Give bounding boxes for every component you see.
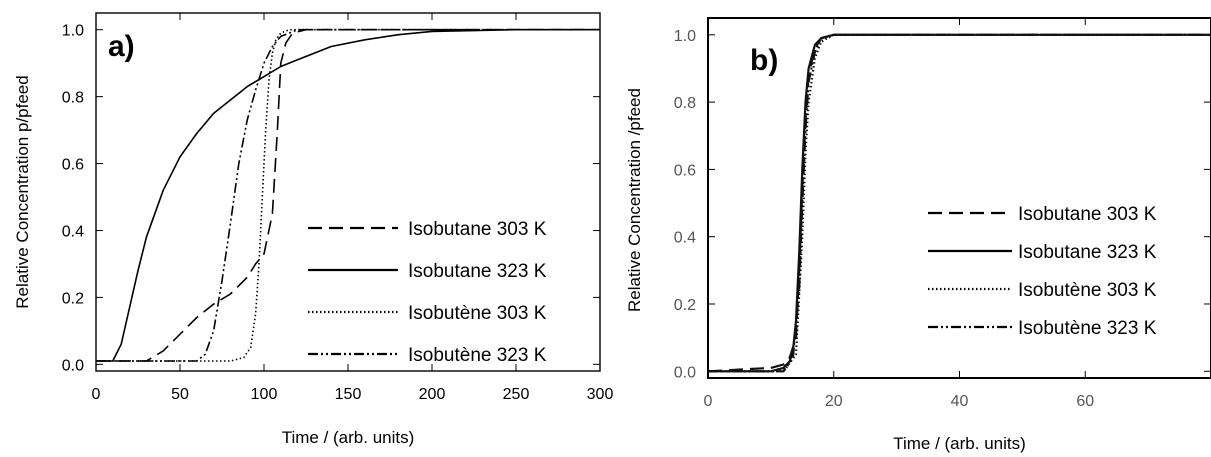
y-tick-label: 0.6 [674,162,696,179]
y-tick-label: 0.2 [62,290,84,307]
legend-label-3: Isobutène 303 K [408,303,547,324]
x-axis-label: Time / (arb. units) [893,434,1026,453]
y-tick-label: 0.0 [674,364,696,381]
y-tick-label: 1.0 [674,28,696,45]
x-tick-label: 20 [825,393,843,410]
x-tick-label: 250 [503,386,530,403]
chart-panel-b: 0 20 40 60 0.0 0.2 0.4 0.6 0.8 1.0 Time / (arb. un… [625,17,1211,453]
y-tick-label: 0.0 [62,357,84,374]
y-tick-label: 0.8 [674,95,696,112]
legend-label-1: Isobutane 303 K [1018,204,1157,225]
x-tick-label: 100 [251,386,278,403]
series-line-4 [708,33,1211,373]
y-axis-label: Relative Concentration /pfeed [625,88,644,312]
x-tick-label: 0 [92,386,101,403]
chart-panel-a: 0 50 100 150 200 250 300 0.0 0.2 0.4 0.6 0.8 1.0 Time… [13,12,614,447]
y-tick-label: 0.4 [674,230,696,247]
legend-label-1: Isobutane 303 K [408,219,547,240]
series-line-4 [96,28,600,362]
x-tick-label: 150 [335,386,362,403]
legend-label-4: Isobutène 323 K [408,345,547,366]
series-line-2 [708,33,1211,373]
y-tick-label: 0.4 [62,223,84,240]
series-line-3 [96,28,600,362]
legend-label-4: Isobutène 323 K [1018,318,1157,339]
x-axis-label: Time / (arb. units) [282,428,415,447]
x-tick-label: 50 [171,386,189,403]
y-tick-label: 0.6 [62,157,84,174]
series-line-1 [96,28,600,362]
y-tick-label: 0.8 [62,90,84,107]
x-tick-label: 40 [951,393,969,410]
y-tick-label: 0.2 [674,297,696,314]
series-line-2 [96,28,600,362]
x-tick-label: 200 [419,386,446,403]
panel-label: b) [750,44,778,77]
panel-label: a) [108,30,135,63]
legend-label-2: Isobutane 323 K [1018,242,1157,263]
y-tick-label: 1.0 [62,23,84,40]
x-tick-label: 60 [1076,393,1094,410]
x-tick-label: 0 [704,393,713,410]
x-tick-label: 300 [587,386,614,403]
legend-label-2: Isobutane 323 K [408,261,547,282]
legend-label-3: Isobutène 303 K [1018,280,1157,301]
y-axis-label: Relative Concentration p/pfeed [13,75,32,308]
